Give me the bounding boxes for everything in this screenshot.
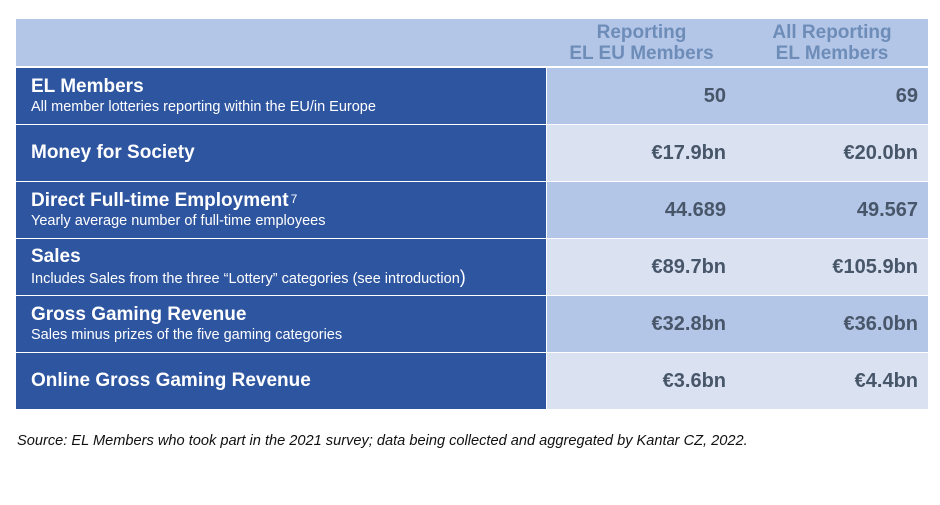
row-subtitle: Yearly average number of full-time emplo… [31, 213, 326, 229]
column-header-all-members: All Reporting EL Members [736, 19, 928, 67]
header-corner-cell [16, 19, 547, 67]
all-value-cell: €20.0bn [736, 124, 928, 181]
column-header-eu-line-1: Reporting [596, 21, 687, 43]
row-title: Direct Full-time Employment 7 [31, 190, 546, 212]
row-subtitle-text: Includes Sales from the three “Lottery” … [31, 271, 460, 287]
table-row-el-members: EL Members All member lotteries reportin… [16, 67, 928, 124]
row-title: Money for Society [31, 142, 546, 164]
table-row-sales: Sales Includes Sales from the three “Lot… [16, 238, 928, 295]
row-subtitle: Sales minus prizes of the five gaming ca… [31, 327, 343, 343]
column-header-eu-members: Reporting EL EU Members [547, 19, 736, 67]
row-title: Online Gross Gaming Revenue [31, 370, 546, 392]
row-title-text: EL Members [31, 76, 144, 97]
column-header-all-line-1: All Reporting [772, 21, 892, 43]
closing-parenthesis: ) [459, 267, 466, 287]
row-label: EL Members All member lotteries reportin… [16, 67, 547, 124]
row-title-text: Sales [31, 246, 81, 267]
eu-value-cell: €89.7bn [547, 238, 736, 295]
eu-value-cell: €17.9bn [547, 124, 736, 181]
statistics-table: Reporting EL EU Members All Reporting EL… [16, 19, 928, 409]
table-row-money-for-society: Money for Society €17.9bn €20.0bn [16, 124, 928, 181]
row-title: Gross Gaming Revenue [31, 304, 546, 326]
column-header-eu-line-2: EL EU Members [569, 42, 714, 64]
row-title-text: Gross Gaming Revenue [31, 304, 247, 325]
row-label: Online Gross Gaming Revenue [16, 352, 547, 409]
row-subtitle: All member lotteries reporting within th… [31, 99, 376, 115]
row-label: Sales Includes Sales from the three “Lot… [16, 238, 547, 295]
all-value-cell: 49.567 [736, 181, 928, 238]
footnote-marker: 7 [290, 192, 298, 206]
eu-value-cell: 44.689 [547, 181, 736, 238]
eu-value-cell: 50 [547, 67, 736, 124]
all-value-cell: 69 [736, 67, 928, 124]
header-row: Reporting EL EU Members All Reporting EL… [16, 19, 928, 67]
row-title-text: Money for Society [31, 142, 195, 163]
row-subtitle: Includes Sales from the three “Lottery” … [31, 268, 546, 288]
row-title: EL Members [31, 76, 546, 98]
source-note: Source: EL Members who took part in the … [17, 433, 748, 449]
row-title: Sales [31, 246, 546, 268]
table-row-direct-employment: Direct Full-time Employment 7 Yearly aver… [16, 181, 928, 238]
row-title-text: Online Gross Gaming Revenue [31, 370, 311, 391]
row-title-text: Direct Full-time Employment [31, 190, 289, 211]
table-row-gross-gaming-revenue: Gross Gaming Revenue Sales minus prizes … [16, 295, 928, 352]
all-value-cell: €36.0bn [736, 295, 928, 352]
eu-value-cell: €32.8bn [547, 295, 736, 352]
all-value-cell: €105.9bn [736, 238, 928, 295]
row-label: Gross Gaming Revenue Sales minus prizes … [16, 295, 547, 352]
column-header-all-line-2: EL Members [775, 42, 889, 64]
row-label: Money for Society [16, 124, 547, 181]
eu-value-cell: €3.6bn [547, 352, 736, 409]
table-row-online-gross-gaming-revenue: Online Gross Gaming Revenue €3.6bn €4.4b… [16, 352, 928, 409]
all-value-cell: €4.4bn [736, 352, 928, 409]
row-label: Direct Full-time Employment 7 Yearly aver… [16, 181, 547, 238]
